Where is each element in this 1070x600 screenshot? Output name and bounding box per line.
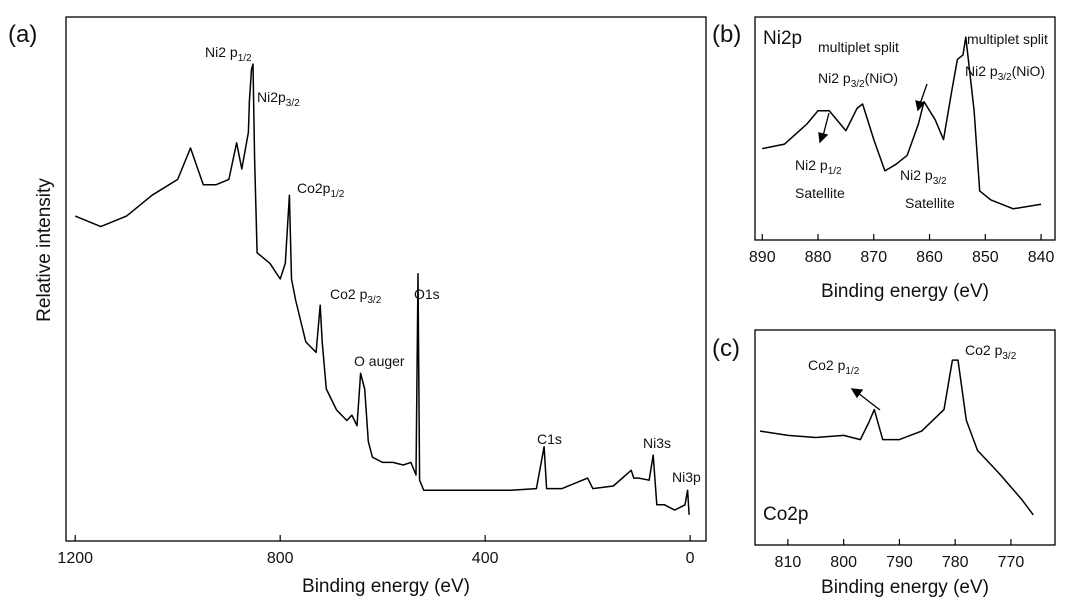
arrow bbox=[857, 392, 881, 411]
annotation: Ni3s bbox=[643, 435, 671, 451]
x-tick-label: 1200 bbox=[57, 550, 93, 567]
annotation: O auger bbox=[354, 353, 405, 369]
y-axis-label: Relative intensity bbox=[34, 178, 55, 322]
x-tick-label: 880 bbox=[805, 249, 832, 266]
annotation-text: Ni2 p bbox=[818, 70, 851, 86]
x-axis-label: Binding energy (eV) bbox=[821, 577, 989, 598]
annotation: Satellite bbox=[795, 185, 845, 201]
annotation-subscript: 3/2 bbox=[1002, 351, 1016, 362]
x-tick-label: 790 bbox=[886, 554, 913, 571]
arrow-head bbox=[915, 100, 926, 112]
annotation: O1s bbox=[414, 286, 440, 302]
x-tick-label: 840 bbox=[1028, 249, 1055, 266]
annotation-suffix: (NiO) bbox=[1012, 63, 1045, 79]
spectrum-line bbox=[74, 63, 690, 515]
panel-label: (c) bbox=[712, 335, 740, 362]
annotation-subscript: 3/2 bbox=[933, 176, 947, 187]
x-tick-label: 800 bbox=[830, 554, 857, 571]
annotation-text: O1s bbox=[414, 286, 440, 302]
panel-label: (b) bbox=[712, 21, 741, 48]
plot-frame bbox=[754, 16, 1056, 241]
annotation: C1s bbox=[537, 431, 562, 447]
arrows bbox=[818, 83, 928, 411]
annotation: Ni2 p1/2 bbox=[205, 44, 252, 64]
annotation: Ni2 p3/2(NiO) bbox=[965, 63, 1045, 83]
annotation-text: C1s bbox=[537, 431, 562, 447]
arrow-head bbox=[850, 388, 864, 399]
annotation-text: Ni2 p bbox=[900, 167, 933, 183]
panel-label: (a) bbox=[8, 21, 37, 48]
annotation-text: Ni2 p bbox=[965, 63, 998, 79]
annotation: Ni2 p3/2(NiO) bbox=[818, 70, 898, 90]
panel-title: Co2p bbox=[763, 504, 808, 525]
annotation: multiplet split bbox=[818, 39, 899, 55]
annotation-text: Co2 p bbox=[808, 357, 846, 373]
arrow-head bbox=[818, 132, 829, 144]
annotation-text: Co2p bbox=[297, 180, 331, 196]
annotation-subscript: 1/2 bbox=[828, 166, 842, 177]
annotation-subscript: 3/2 bbox=[998, 72, 1012, 83]
annotation: Ni2 p1/2 bbox=[795, 157, 842, 177]
annotation-subscript: 3/2 bbox=[286, 98, 300, 109]
x-tick-label: 0 bbox=[686, 550, 695, 567]
annotation-text: Ni2p bbox=[257, 89, 286, 105]
annotation-text: O auger bbox=[354, 353, 405, 369]
x-tick-label: 810 bbox=[775, 554, 802, 571]
annotation-text: Ni2 p bbox=[795, 157, 828, 173]
annotation-text: multiplet split bbox=[967, 31, 1048, 47]
annotation-text: Ni3s bbox=[643, 435, 671, 451]
spectrum-line bbox=[759, 359, 1034, 516]
x-tick-label: 850 bbox=[972, 249, 999, 266]
x-axis-label: Binding energy (eV) bbox=[821, 281, 989, 302]
annotation-text: Satellite bbox=[905, 195, 955, 211]
annotation: Co2 p1/2 bbox=[808, 357, 860, 377]
annotation: Ni2p3/2 bbox=[257, 89, 300, 109]
x-axis-label: Binding energy (eV) bbox=[302, 576, 470, 597]
x-tick-label: 770 bbox=[998, 554, 1025, 571]
annotation: Co2 p3/2 bbox=[965, 342, 1017, 362]
annotation-subscript: 3/2 bbox=[851, 79, 865, 90]
x-tick-label: 400 bbox=[472, 550, 499, 567]
annotation-text: Co2 p bbox=[965, 342, 1003, 358]
annotation-subscript: 1/2 bbox=[238, 53, 252, 64]
annotation-text: Co2 p bbox=[330, 286, 368, 302]
annotation-text: Ni3p bbox=[672, 469, 701, 485]
annotation: Satellite bbox=[905, 195, 955, 211]
annotation: Ni2 p3/2 bbox=[900, 167, 947, 187]
arrow bbox=[822, 112, 830, 137]
annotation: multiplet split bbox=[967, 31, 1048, 47]
x-tick-label: 800 bbox=[267, 550, 294, 567]
annotation: Co2p1/2 bbox=[297, 180, 345, 200]
annotation-text: Satellite bbox=[795, 185, 845, 201]
plot-frame bbox=[754, 329, 1056, 546]
annotation-subscript: 3/2 bbox=[367, 295, 381, 306]
x-tick-label: 780 bbox=[942, 554, 969, 571]
x-tick-label: 860 bbox=[916, 249, 943, 266]
annotation: Ni3p bbox=[672, 469, 701, 485]
annotation-text: Ni2 p bbox=[205, 44, 238, 60]
annotation-subscript: 1/2 bbox=[330, 189, 344, 200]
x-tick-label: 890 bbox=[749, 249, 776, 266]
annotation-suffix: (NiO) bbox=[865, 70, 898, 86]
annotation: Co2 p3/2 bbox=[330, 286, 382, 306]
x-tick-label: 870 bbox=[860, 249, 887, 266]
annotation-subscript: 1/2 bbox=[845, 366, 859, 377]
annotation-text: multiplet split bbox=[818, 39, 899, 55]
plot-frame bbox=[65, 16, 707, 542]
panel-title: Ni2p bbox=[763, 28, 802, 49]
spectrum-line bbox=[762, 36, 1042, 210]
arrow bbox=[919, 83, 928, 105]
